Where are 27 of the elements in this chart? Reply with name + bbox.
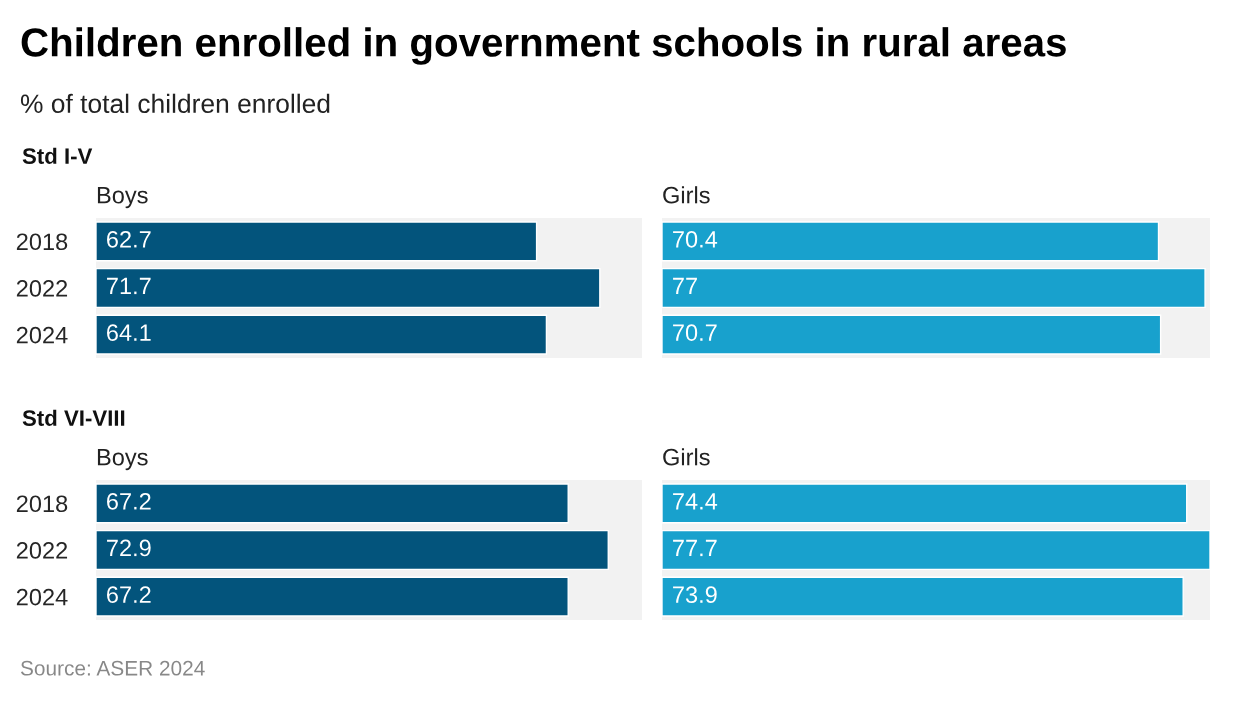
data-label: 77.7 xyxy=(673,539,717,557)
chart-subtitle: Std VI-VIII xyxy=(22,409,125,426)
data-label: 72.9 xyxy=(107,539,151,557)
data-label: 74.4 xyxy=(673,493,718,510)
data-label: 64.1 xyxy=(107,324,151,341)
y-tick-label: 2024 xyxy=(16,326,68,344)
chart-title: Girls xyxy=(663,186,710,204)
data-label: 62.7 xyxy=(107,230,151,248)
data-label: 71.7 xyxy=(107,277,151,295)
chart-subtitle: Std I-V xyxy=(22,147,93,164)
data-label: 67.2 xyxy=(107,492,151,510)
data-label: 77 xyxy=(673,277,697,295)
y-tick-label: 2024 xyxy=(16,588,68,606)
text: Children enrolled in government schools in rural areas xyxy=(21,27,1066,65)
y-tick-label: 2022 xyxy=(16,542,68,559)
data-label: 73.9 xyxy=(673,586,717,603)
data-label: 70.4 xyxy=(673,230,718,248)
y-tick-label: 2018 xyxy=(16,233,68,251)
data-label: 67.2 xyxy=(107,586,151,603)
y-tick-label: 2018 xyxy=(16,495,68,513)
chart-title: Girls xyxy=(663,448,710,466)
text: % of total children enrolled xyxy=(20,93,330,114)
y-tick-label: 2022 xyxy=(16,280,68,297)
source-note: Source: ASER 2024 xyxy=(20,660,205,676)
chart-title: Boys xyxy=(97,187,148,209)
data-label: 70.7 xyxy=(673,324,717,341)
chart-title: Boys xyxy=(97,449,148,471)
